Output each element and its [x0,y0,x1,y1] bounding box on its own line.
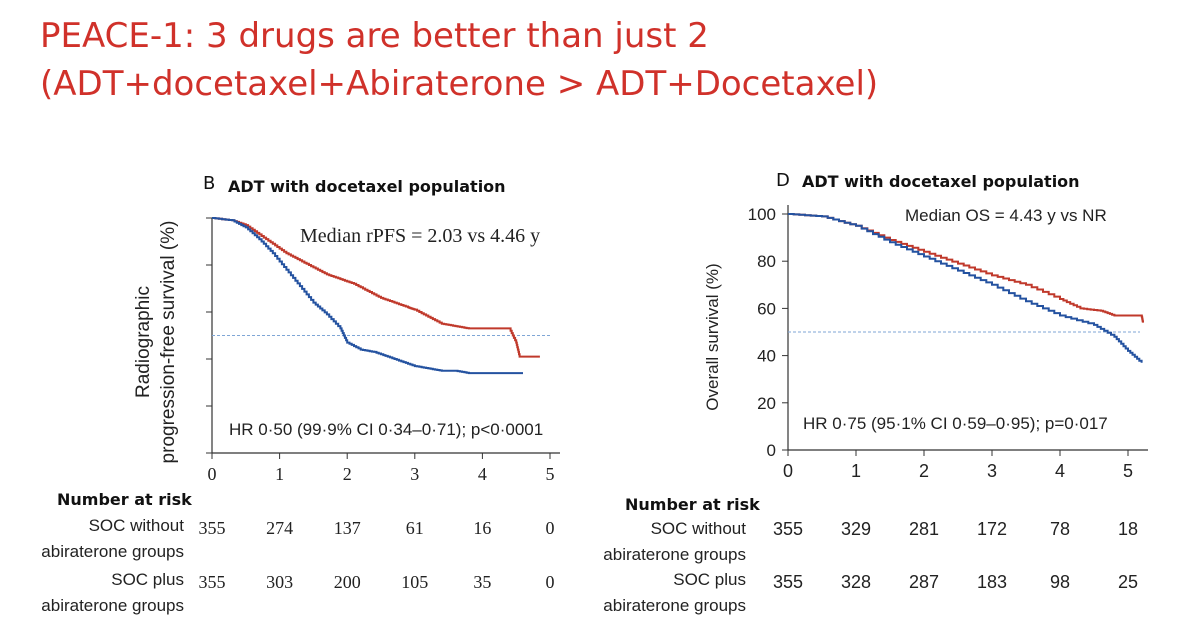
panel-b-risk-row2-label1: SOC plus [111,570,184,589]
panel-b-ylabel-line1: Radiographic [133,286,154,398]
panel-d-median-annotation: Median OS = 4.43 y vs NR [905,206,1107,225]
panel-b-x-tick-label: 3 [410,464,419,484]
panel-b-curve-blue [212,217,523,375]
panel-b-risk-row2-label2: abiraterone groups [41,596,184,615]
panel-d-x-tick-label: 1 [851,461,861,481]
panel-b-median-annotation: Median rPFS = 2.03 vs 4.46 y [300,225,541,247]
panel-b-risk-value: 137 [333,518,361,538]
panel-d-y-tick-label: 0 [767,441,776,460]
panel-d-x-tick-label: 4 [1055,461,1065,481]
panel-b-risk-value: 355 [198,572,226,592]
panel-d-risk-value: 355 [772,572,804,592]
slide-title-line1: PEACE-1: 3 drugs are better than just 2 [40,16,709,56]
panel-d-risk-value: 18 [1117,519,1139,539]
panel-d-curve-blue [788,213,1143,363]
panel-b-risk-row1-label1: SOC without [88,516,184,535]
panel-d-risk-row1-label2: abiraterone groups [603,545,746,564]
panel-d-y-tick-label: 60 [757,299,776,318]
panel-d-risk-value: 25 [1117,572,1139,592]
panel-d-letter: D [776,170,790,191]
slide-title-line2: (ADT+docetaxel+Abiraterone > ADT+Docetax… [40,64,879,104]
panel-b-risk-value: 35 [473,572,492,592]
panel-b-risk-value: 61 [405,518,424,538]
panel-b-risk-value: 0 [545,572,555,592]
panel-d-risk-value: 78 [1049,519,1071,539]
panel-b-x-tick-label: 5 [546,464,555,484]
panel-b-x-tick-label: 1 [275,464,284,484]
panel-b-x-tick-label: 2 [343,464,352,484]
panel-d-x-tick-label: 0 [783,461,793,481]
panel-d-hr-annotation: HR 0·75 (95·1% CI 0·59–0·95); p=0·017 [803,414,1108,433]
panel-b-risk-value: 200 [333,572,361,592]
panel-b-x-tick-label: 4 [478,464,487,484]
panel-b-x-tick-label: 0 [208,464,217,484]
panel-d-y-tick-label: 100 [748,205,776,224]
panel-d-risk-value: 183 [976,572,1008,592]
panel-b-hr-annotation: HR 0·50 (99·9% CI 0·34–0·71); p<0·0001 [229,420,544,439]
panel-d-risk-value: 329 [840,519,872,539]
panel-d-risk-value: 172 [976,519,1008,539]
panel-d-ylabel: Overall survival (%) [703,263,722,411]
panel-b-risk-value: 274 [266,518,294,538]
panel-d-risk-value: 355 [772,519,804,539]
panel-d-risk-value: 281 [908,519,940,539]
panel-d-title: ADT with docetaxel population [802,172,1080,191]
panel-d-x-tick-label: 5 [1123,461,1133,481]
panel-d-y-tick-label: 40 [757,347,776,366]
panel-d-risk-row1-label1: SOC without [650,519,746,538]
panel-b-risk-value: 16 [473,518,492,538]
panel-d-y-tick-label: 80 [757,252,776,271]
panel-d-risk-value: 98 [1049,572,1071,592]
panel-d-risk-row2-label1: SOC plus [673,570,746,589]
panel-b-risk-value: 303 [266,572,294,592]
panel-b-risk-value: 105 [401,572,429,592]
panel-b-letter: B [203,173,216,194]
panel-d-risk-value: 328 [840,572,872,592]
panel-d-risk-value: 287 [908,572,940,592]
panel-b-risk-value: 0 [545,518,555,538]
panel-d-x-tick-label: 2 [919,461,929,481]
panel-b-risk-value: 355 [198,518,226,538]
panel-b-risk-header: Number at risk [57,490,192,509]
panel-b-risk-row1-label2: abiraterone groups [41,542,184,561]
panel-b-ylabel-line2: progression-free survival (%) [158,220,179,464]
panel-d-risk-header: Number at risk [625,495,760,514]
panel-d-y-tick-label: 20 [757,394,776,413]
panel-d-x-tick-label: 3 [987,461,997,481]
panel-d-curve-red [788,213,1144,323]
panel-b-curve-red [212,217,540,358]
panel-b-title: ADT with docetaxel population [228,177,506,196]
panel-d-risk-row2-label2: abiraterone groups [603,596,746,615]
